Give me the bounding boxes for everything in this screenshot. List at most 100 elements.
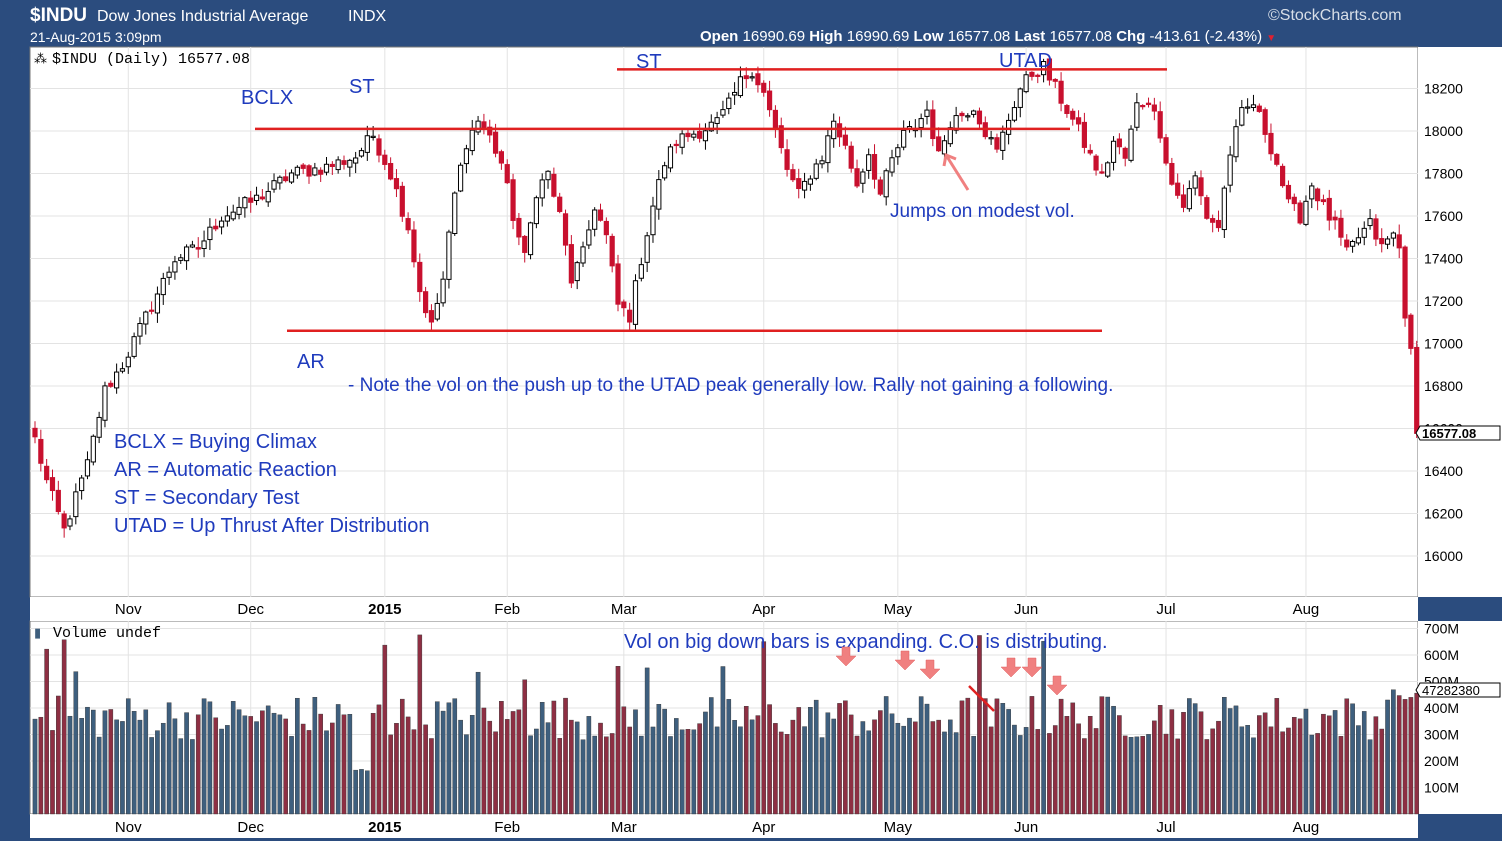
price-candle — [732, 91, 738, 96]
volume-bar — [1227, 708, 1233, 815]
price-candle — [1262, 109, 1268, 135]
volume-bar — [184, 712, 189, 815]
volume-bar — [708, 697, 714, 815]
volume-bar — [102, 710, 108, 815]
down-arrow-icon — [1000, 657, 1022, 678]
volume-bar — [1070, 702, 1076, 815]
volume-bar — [650, 726, 656, 815]
volume-bar — [767, 704, 772, 815]
volume-bar — [213, 717, 219, 815]
volume-bar — [522, 679, 528, 815]
price-candle — [498, 151, 504, 164]
price-candle — [1379, 238, 1385, 245]
volume-bar — [1297, 718, 1303, 815]
volume-bar — [1000, 703, 1006, 815]
price-candle — [825, 135, 831, 164]
price-candle — [393, 178, 400, 190]
price-candle — [353, 157, 359, 164]
price-candle — [1221, 187, 1227, 231]
volume-bar — [458, 719, 463, 815]
volume-bar — [563, 697, 568, 815]
volume-bar — [376, 704, 382, 815]
volume-bar — [703, 711, 708, 815]
volume-bar — [1385, 699, 1390, 815]
volume-bar — [1344, 698, 1350, 815]
price-candle — [860, 171, 866, 184]
price-date-axis-bg — [30, 597, 1418, 621]
volume-bar — [668, 736, 673, 815]
price-tick-label: 17800 — [1424, 166, 1463, 182]
price-candle — [469, 129, 475, 152]
price-candle — [1402, 246, 1408, 319]
price-candle — [941, 140, 948, 155]
price-candle — [1245, 106, 1251, 109]
price-candle — [306, 165, 312, 177]
date-tick-label: Dec — [237, 601, 264, 618]
volume-bar — [510, 711, 516, 815]
volume-bar — [1175, 738, 1180, 815]
volume-annotation: Vol on big down bars is expanding. C.O. … — [624, 631, 1108, 653]
volume-bar — [1093, 728, 1099, 815]
svg-text:16577.08: 16577.08 — [1422, 426, 1476, 441]
volume-bar — [440, 710, 446, 815]
price-candle — [1151, 104, 1157, 112]
volume-bar — [1391, 689, 1396, 815]
price-candle — [557, 196, 563, 212]
volume-bar — [1012, 724, 1017, 815]
volume-bar — [73, 671, 79, 815]
volume-tick-label: 400M — [1424, 700, 1459, 716]
price-candle — [457, 164, 464, 192]
volume-bar — [621, 706, 627, 815]
volume-bar — [254, 721, 259, 815]
price-candle — [545, 170, 551, 181]
last-price-tag: 16577.08 — [1415, 425, 1501, 441]
volume-bar — [312, 697, 318, 815]
volume-bar — [1105, 696, 1111, 815]
volume-bar — [930, 721, 936, 815]
price-candle — [918, 118, 924, 129]
volume-bar — [330, 722, 335, 815]
volume-bar — [936, 719, 941, 815]
price-candle — [1384, 238, 1391, 245]
volume-bar — [761, 641, 767, 815]
volume-bar — [429, 738, 434, 815]
volume-bar — [1076, 723, 1081, 815]
price-candle — [1175, 182, 1181, 196]
volume-bar — [225, 725, 230, 815]
price-candle — [318, 169, 324, 175]
price-candle — [312, 167, 318, 176]
price-candle — [1326, 197, 1332, 221]
volume-bar — [108, 709, 114, 815]
volume-bar — [569, 719, 574, 815]
price-candle — [434, 302, 440, 320]
price-candle — [813, 163, 819, 179]
volume-tick-label: 100M — [1424, 780, 1459, 796]
price-candle — [67, 518, 73, 527]
open-value: 16990.69 — [742, 28, 806, 45]
price-candle — [283, 176, 289, 182]
volume-bar — [697, 723, 702, 815]
volume-bar — [394, 723, 399, 815]
volume-tick-label: 600M — [1424, 647, 1459, 663]
last-volume-tag: 47282380 — [1415, 682, 1501, 698]
volume-bar — [452, 698, 458, 815]
price-candle — [971, 110, 977, 115]
price-candle — [790, 169, 796, 181]
date-tick-label: Aug — [1293, 601, 1320, 618]
price-candle — [708, 121, 714, 132]
price-candle — [1280, 165, 1286, 187]
volume-bar — [32, 718, 38, 815]
volume-bar — [1233, 705, 1239, 815]
price-candle — [1099, 171, 1105, 174]
volume-bar — [633, 709, 638, 815]
volume-bar — [61, 639, 67, 815]
price-candle — [201, 240, 207, 250]
price-candle — [1110, 140, 1117, 163]
price-candle — [714, 117, 720, 124]
volume-bar — [1035, 729, 1041, 815]
volume-bar — [50, 730, 55, 815]
date-tick-label: 2015 — [368, 601, 401, 618]
volume-bar — [417, 634, 423, 815]
price-candle — [358, 150, 365, 157]
